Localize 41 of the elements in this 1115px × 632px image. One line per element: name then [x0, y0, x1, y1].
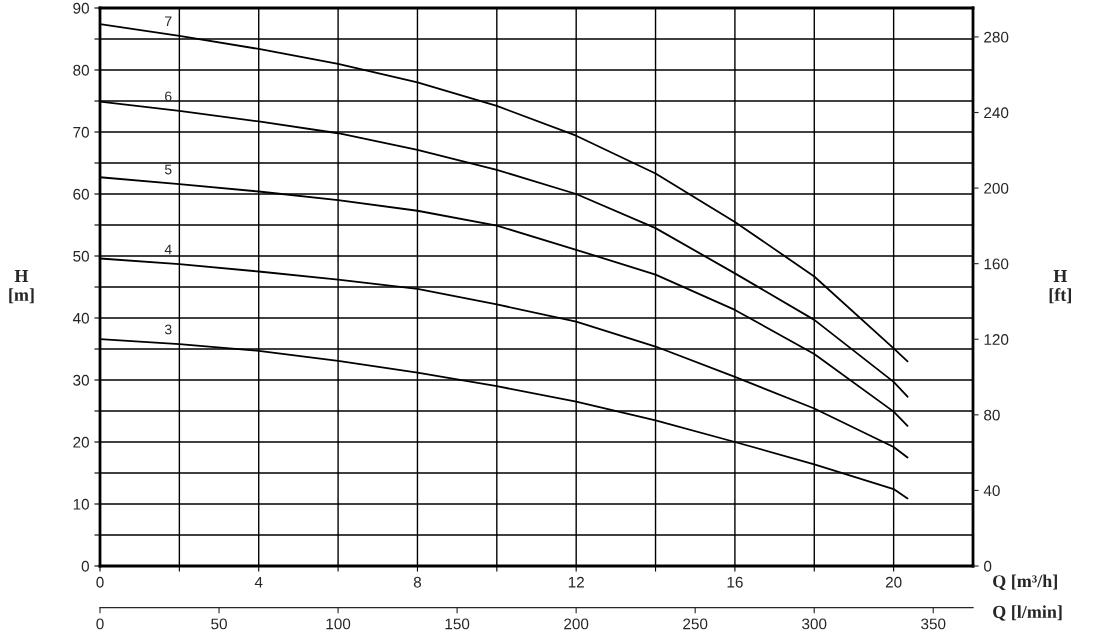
y-tick-label: 80 [73, 64, 89, 76]
y-tick-label: 30 [73, 374, 89, 386]
x2-tick-label: 0 [96, 618, 104, 630]
x2-tick-label: 200 [564, 618, 589, 630]
x-tick-label: 20 [885, 576, 902, 588]
y-tick-label: 40 [72, 312, 89, 324]
y2-tick-label: 160 [984, 258, 1009, 270]
series-label: 4 [164, 244, 172, 255]
y-tick-label: 90 [73, 2, 89, 14]
x-tick-label: 0 [96, 576, 104, 588]
series-label: 7 [165, 16, 172, 27]
y2-tick-label: 40 [983, 485, 1000, 497]
y-tick-label: 70 [73, 126, 89, 138]
x-tick-label: 4 [254, 576, 263, 588]
y-axis-title: H [m] [9, 270, 34, 304]
series-label: 3 [164, 324, 172, 335]
x-axis-title: Q [m³/h] [993, 574, 1057, 591]
y2-tick-label: 120 [984, 334, 1009, 345]
x2-tick-label: 150 [445, 618, 470, 630]
y2-tick-label: 0 [984, 560, 992, 572]
y-tick-label: 10 [73, 498, 89, 510]
y-tick-label: 50 [73, 250, 89, 262]
series-label: 5 [164, 164, 172, 175]
y-tick-label: 20 [73, 436, 89, 448]
y2-axis-title: H [ft] [1049, 270, 1071, 304]
x-tick-label: 16 [727, 576, 743, 588]
y-tick-label: 0 [81, 560, 89, 572]
x2-tick-label: 350 [921, 618, 946, 630]
x2-axis-title: Q [l/min] [993, 605, 1062, 621]
y2-tick-label: 280 [984, 31, 1009, 43]
y2-tick-label: 80 [984, 409, 1000, 421]
x2-tick-label: 50 [211, 618, 227, 630]
series-label: 6 [165, 91, 172, 102]
x2-tick-label: 250 [683, 618, 708, 630]
x-tick-label: 8 [413, 576, 422, 588]
y2-tick-label: 200 [984, 182, 1009, 194]
x2-tick-label: 300 [802, 618, 827, 630]
x-tick-label: 12 [568, 576, 584, 588]
x2-tick-label: 100 [326, 618, 351, 630]
y-tick-label: 60 [73, 188, 89, 200]
y2-tick-label: 240 [984, 107, 1009, 119]
